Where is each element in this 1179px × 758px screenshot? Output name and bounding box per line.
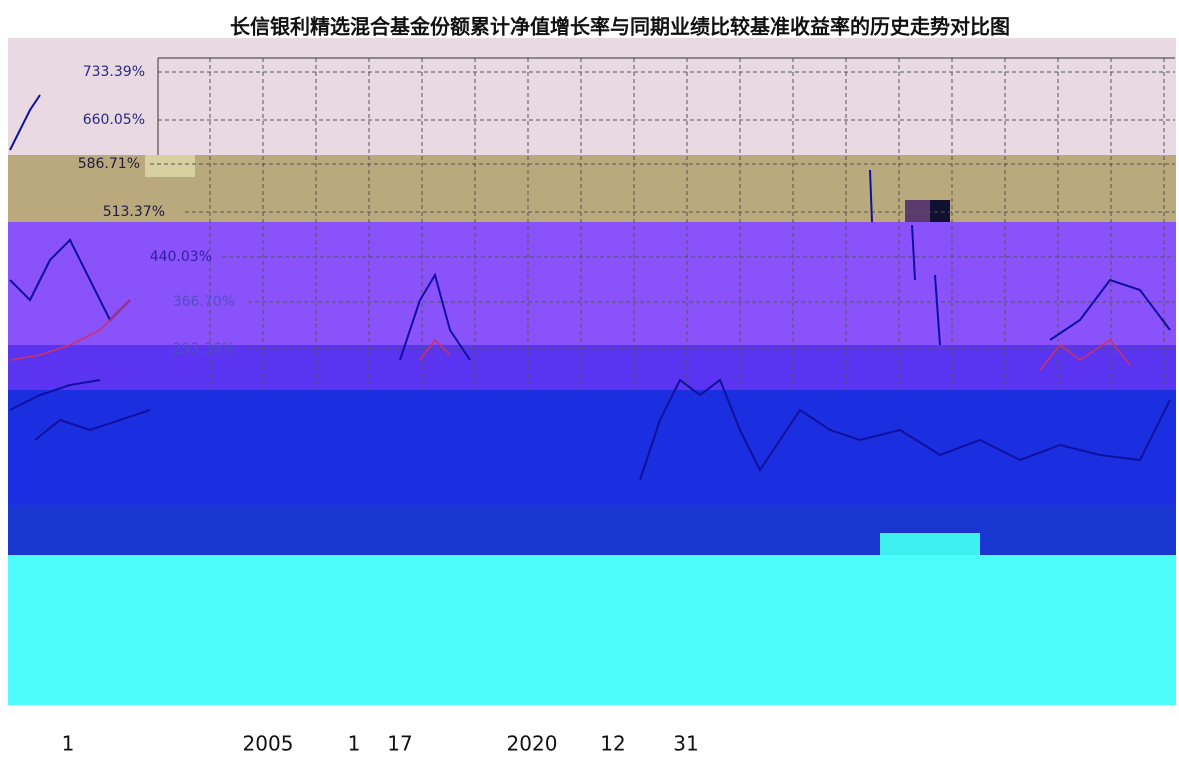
benchmark-line [9,299,1131,371]
y-tick-label: 660.05% [83,112,145,128]
y-tick-label: 440.03% [150,249,212,265]
band-purple [8,222,1176,345]
footer-text: 1 [348,732,361,756]
footer-text: 2020 [507,732,558,756]
band-tan [8,155,1176,222]
footer-text: 1 [62,732,75,756]
band-violet [8,345,1176,390]
y-tick-label: 513.37% [103,204,165,220]
y-tick-label: 586.71% [78,156,140,172]
y-tick-label: 366.70% [173,294,235,310]
footer-text: 31 [673,732,698,756]
band-blue-dark [8,505,1176,555]
glitch-block [145,155,195,177]
footer-text: 2005 [243,732,294,756]
footer-text: 12 [600,732,625,756]
band-pink [8,38,1176,155]
y-tick-label: 733.39% [83,64,145,80]
footer-text: 17 [387,732,412,756]
chart-title: 长信银利精选混合基金份额累计净值增长率与同期业绩比较基准收益率的历史走势对比图 [230,15,1010,39]
series-line [9,94,1171,481]
band-cyan [8,555,1176,705]
glitch-block [880,533,980,555]
glitch-block [930,200,950,222]
y-tick-label: 293.36% [173,341,235,357]
